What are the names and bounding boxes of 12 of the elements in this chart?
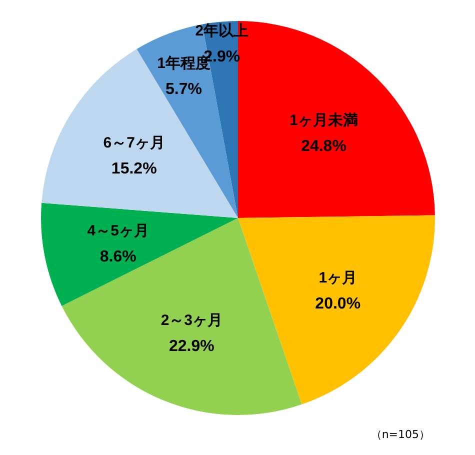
data-label: 22.9%	[168, 338, 214, 356]
slice-label: 4～5ヶ月	[87, 222, 149, 240]
data-label: 5.7%	[166, 81, 202, 98]
data-label: 8.6%	[100, 248, 136, 266]
slice-label: 1ヶ月未満	[290, 112, 358, 130]
text: （n=105）	[370, 428, 430, 441]
slice-label: 2～3ヶ月	[160, 312, 222, 330]
slice-label: 6～7ヶ月	[103, 134, 165, 152]
data-label: 15.2%	[111, 160, 157, 178]
slice-label: 1ヶ月	[318, 269, 358, 286]
data-label: 24.8%	[301, 138, 346, 156]
data-label: 20.0%	[315, 295, 361, 312]
